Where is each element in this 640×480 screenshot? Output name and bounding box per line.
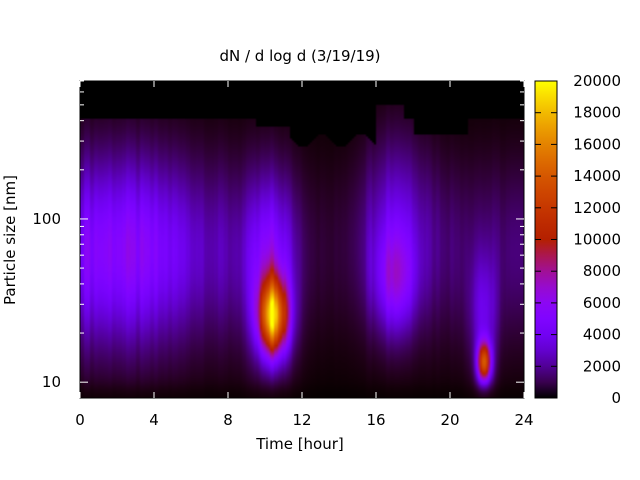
- x-tick-label: 8: [223, 411, 233, 429]
- x-tick-label: 12: [292, 411, 311, 429]
- x-tick-label: 20: [440, 411, 459, 429]
- x-tick-label: 0: [75, 411, 85, 429]
- x-tick-label: 16: [366, 411, 385, 429]
- x-axis: 0 4 8 12 16 20 24: [75, 81, 534, 429]
- x-axis-label: Time [hour]: [255, 435, 344, 453]
- x-tick-label: 4: [149, 411, 159, 429]
- colorbar-ticks: 0 2000 4000 6000 8000 10000 12000 14000 16000 180…: [535, 72, 621, 407]
- colorbar-tick-label: 4000: [583, 326, 621, 344]
- colorbar-tick-label: 2000: [583, 357, 621, 375]
- colorbar-tick-label: 12000: [573, 199, 621, 217]
- colorbar-tick-label: 20000: [573, 72, 621, 90]
- y-tick-label: 100: [32, 210, 61, 228]
- colorbar-tick-label: 16000: [573, 135, 621, 153]
- colorbar-tick-label: 10000: [573, 231, 621, 249]
- colorbar-tick-label: 8000: [583, 262, 621, 280]
- colorbar-tick-label: 14000: [573, 167, 621, 185]
- colorbar-tick-label: 18000: [573, 104, 621, 122]
- y-tick-label: 10: [42, 373, 61, 391]
- y-axis-label: Particle size [nm]: [1, 175, 19, 305]
- colorbar-tick-label: 6000: [583, 294, 621, 312]
- y-axis: 10 100: [32, 80, 524, 391]
- chart-title: dN / d log d (3/19/19): [219, 47, 380, 65]
- colorbar-tick-label: 0: [611, 389, 621, 407]
- heatmap-image: [80, 81, 524, 398]
- x-tick-label: 24: [514, 411, 533, 429]
- colorbar: 0 2000 4000 6000 8000 10000 12000 14000 16000 180…: [534, 72, 621, 407]
- plot-area: 0 4 8 12 16 20 24 10 100: [32, 80, 534, 429]
